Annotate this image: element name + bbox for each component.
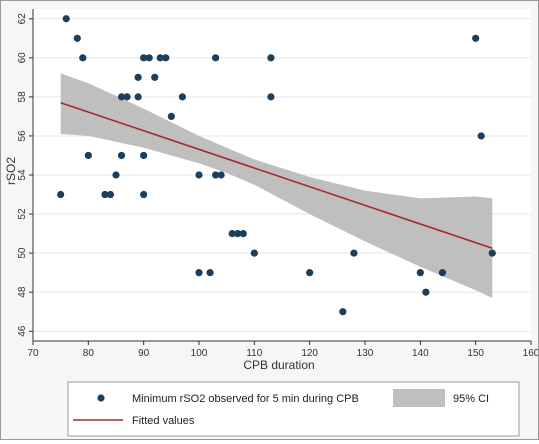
data-point bbox=[438, 269, 447, 277]
data-point bbox=[267, 54, 275, 62]
y-axis: 46 48 50 52 54 56 58 60 62 bbox=[17, 9, 34, 341]
legend-label-fit: Fitted values bbox=[132, 415, 195, 427]
legend-label-ci: 95% CI bbox=[453, 393, 489, 405]
y-tick-label: 52 bbox=[17, 208, 28, 220]
data-point bbox=[250, 249, 258, 257]
data-point bbox=[488, 249, 496, 257]
data-point bbox=[212, 171, 220, 179]
data-point bbox=[62, 15, 70, 23]
data-point bbox=[134, 93, 142, 101]
data-point bbox=[151, 73, 159, 81]
data-point bbox=[84, 151, 92, 160]
y-axis-label: rSO2 bbox=[4, 157, 18, 185]
data-point bbox=[73, 34, 81, 42]
data-point bbox=[339, 308, 347, 316]
data-point bbox=[167, 112, 175, 121]
y-tick-label: 62 bbox=[17, 13, 28, 25]
data-point bbox=[472, 34, 480, 42]
y-tick-label: 46 bbox=[17, 325, 28, 337]
y-tick-label: 48 bbox=[17, 286, 28, 298]
data-point bbox=[234, 229, 242, 238]
x-tick-label: 140 bbox=[412, 348, 429, 359]
data-point bbox=[101, 190, 109, 199]
legend-label-points: Minimum rSO2 observed for 5 min during C… bbox=[132, 393, 359, 405]
data-point bbox=[416, 269, 424, 277]
legend-swatch-ci bbox=[393, 389, 445, 407]
data-point bbox=[106, 190, 115, 199]
data-point bbox=[195, 171, 203, 179]
x-tick-label: 160 bbox=[523, 348, 538, 359]
x-tick-label: 150 bbox=[467, 348, 484, 359]
data-point bbox=[134, 73, 142, 81]
x-tick-label: 70 bbox=[27, 348, 39, 359]
data-point bbox=[267, 93, 275, 101]
data-point bbox=[178, 93, 186, 101]
y-tick-label: 54 bbox=[17, 169, 28, 181]
data-point bbox=[145, 54, 153, 62]
y-tick-label: 56 bbox=[17, 130, 28, 142]
scatter-points-layer bbox=[57, 15, 496, 316]
legend: Minimum rSO2 observed for 5 min during C… bbox=[67, 381, 520, 437]
data-point bbox=[57, 190, 65, 199]
y-tick-label: 58 bbox=[17, 91, 28, 103]
data-point bbox=[477, 132, 485, 140]
legend-marker-points bbox=[97, 394, 105, 402]
data-point bbox=[195, 269, 203, 277]
data-point bbox=[350, 249, 358, 257]
data-point bbox=[140, 190, 148, 199]
data-point bbox=[239, 229, 247, 238]
data-point bbox=[306, 269, 314, 277]
data-point bbox=[112, 171, 120, 179]
y-tick-label: 60 bbox=[17, 52, 28, 64]
data-point bbox=[117, 93, 126, 101]
data-point bbox=[140, 151, 148, 160]
data-point bbox=[79, 54, 87, 62]
legend-box bbox=[67, 381, 520, 437]
data-point bbox=[228, 229, 236, 238]
x-tick-label: 90 bbox=[138, 348, 150, 359]
x-axis: 70 80 90 100 110 120 130 140 150 160 bbox=[27, 340, 539, 359]
x-tick-label: 80 bbox=[83, 348, 95, 359]
x-axis-label: CPB duration bbox=[243, 358, 314, 372]
fit-line-layer bbox=[60, 101, 493, 249]
fitted-line bbox=[60, 101, 493, 249]
data-point bbox=[156, 54, 164, 62]
x-tick-label: 120 bbox=[301, 348, 318, 359]
data-point bbox=[217, 171, 225, 179]
gridlines bbox=[33, 18, 531, 332]
data-point bbox=[206, 269, 214, 277]
y-tick-label: 50 bbox=[17, 247, 28, 259]
data-point bbox=[162, 54, 170, 62]
data-point bbox=[140, 54, 148, 62]
data-point bbox=[117, 151, 126, 160]
data-point bbox=[123, 93, 131, 101]
data-point bbox=[212, 54, 220, 62]
x-tick-label: 110 bbox=[246, 348, 262, 359]
x-tick-label: 130 bbox=[357, 348, 374, 359]
ci-band-layer bbox=[60, 73, 493, 299]
x-tick-label: 100 bbox=[191, 348, 208, 359]
data-point bbox=[422, 288, 430, 296]
ci-band bbox=[60, 73, 493, 299]
